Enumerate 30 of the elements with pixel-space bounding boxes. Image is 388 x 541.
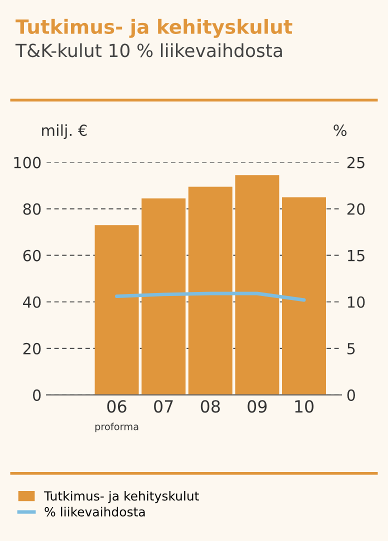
y2-tick-label: 25 <box>347 156 364 168</box>
y2-tick-label: 10 <box>348 296 365 308</box>
y2-tick-label: 20 <box>347 203 365 215</box>
chart-title: Tutkimus- ja kehityskulut <box>16 18 292 38</box>
y2-tick-label: 15 <box>348 250 364 262</box>
y2-tick-label: 5 <box>347 343 355 354</box>
x-tick-label: 09 <box>248 400 267 413</box>
y-tick-label: 0 <box>32 389 41 401</box>
bar <box>282 197 326 395</box>
x-tick-label: 10 <box>295 400 314 413</box>
bar <box>235 175 280 395</box>
bar <box>142 198 186 395</box>
bar <box>188 186 232 395</box>
legend-label: % liikevaihdosta <box>44 506 145 517</box>
y-axis-title: milj. € <box>42 124 87 140</box>
x-tick-label: 06 <box>107 400 126 413</box>
y2-tick-label: 0 <box>347 389 356 401</box>
chart-subtitle: T&K-kulut 10 % liikevaihdosta <box>15 43 282 58</box>
line-series <box>115 292 306 302</box>
bar <box>94 225 139 395</box>
y-tick-label: 80 <box>23 203 41 215</box>
y2-axis-title: % <box>334 124 346 136</box>
text: proforma <box>95 422 138 432</box>
y-tick-label: 100 <box>14 156 41 168</box>
x-tick-label: 08 <box>200 400 220 413</box>
y-tick-label: 20 <box>23 342 41 354</box>
x-tick-label: 07 <box>154 400 173 413</box>
y-tick-label: 40 <box>23 296 41 308</box>
y-tick-label: 60 <box>23 250 41 262</box>
legend-label: Tutkimus- ja kehityskulut <box>44 490 199 504</box>
